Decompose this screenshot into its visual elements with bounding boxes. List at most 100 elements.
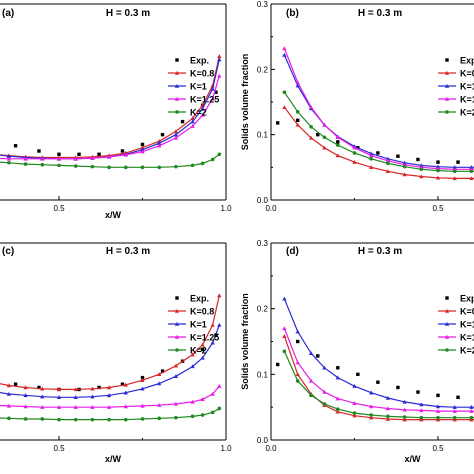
data-point [295, 110, 300, 114]
data-point [419, 402, 424, 407]
series-k-1 [0, 322, 222, 400]
data-point [190, 116, 195, 121]
data-point [123, 404, 128, 409]
data-point [369, 165, 374, 170]
data-point [40, 405, 45, 409]
legend-label: K=2 [460, 108, 474, 118]
data-point [6, 154, 12, 158]
legend-item: K=2 [438, 108, 474, 118]
data-point [214, 90, 218, 94]
data-point [385, 156, 391, 161]
x-tick-label: 1.0 [220, 204, 232, 213]
data-point [352, 383, 357, 388]
legend-marker [174, 96, 180, 101]
data-point [6, 383, 12, 388]
series-line [0, 153, 220, 168]
data-point [56, 395, 62, 400]
series-k-1-25 [282, 326, 474, 413]
legend-label: K=2 [190, 108, 207, 118]
legend-marker [175, 110, 179, 114]
data-point [335, 153, 340, 158]
panel-title: H = 0.3 m [358, 8, 402, 19]
data-point [322, 402, 327, 406]
data-point [296, 118, 300, 122]
data-point [419, 174, 424, 179]
data-point [402, 407, 407, 412]
data-point [40, 386, 45, 391]
data-point [107, 417, 111, 422]
data-point [73, 387, 78, 392]
data-point [23, 385, 28, 390]
data-point [435, 164, 441, 169]
data-point [157, 143, 162, 148]
x-tick-label: 0.0 [265, 444, 277, 453]
series-exp- [275, 339, 460, 400]
data-point [217, 57, 222, 62]
legend-label: K=1.25 [460, 95, 474, 105]
data-point [469, 165, 474, 170]
data-point [308, 378, 314, 383]
data-point [369, 151, 374, 156]
data-point [396, 385, 400, 390]
data-point [56, 387, 62, 392]
data-point [275, 362, 280, 367]
data-point [335, 375, 340, 380]
legend-item: K=1 [168, 320, 207, 330]
legend-item: K=1.25 [438, 95, 474, 105]
data-point [90, 405, 95, 409]
data-point [37, 149, 41, 153]
x-tick-label: 0.0 [265, 204, 277, 213]
data-point [282, 52, 287, 57]
data-point [210, 86, 215, 91]
data-point [335, 409, 340, 414]
data-point [200, 397, 205, 402]
legend-marker [445, 58, 449, 62]
data-point [356, 372, 360, 377]
data-point [210, 391, 215, 396]
data-point [157, 381, 162, 386]
panel-letter: (b) [286, 8, 299, 19]
legend-marker [174, 308, 180, 313]
data-point [174, 164, 178, 169]
data-point [173, 374, 179, 379]
data-point [6, 156, 12, 161]
data-point [335, 396, 340, 401]
data-point [106, 385, 112, 390]
data-point [452, 169, 457, 174]
data-point [385, 406, 391, 411]
data-point [190, 163, 195, 168]
data-point [352, 413, 357, 418]
data-point [210, 340, 215, 345]
series-k-0-8 [282, 334, 474, 422]
data-point [402, 172, 407, 177]
data-point [217, 54, 222, 58]
legend-marker [445, 110, 449, 114]
legend-marker [444, 321, 450, 326]
series-k-0-8 [0, 293, 222, 392]
data-point [385, 395, 391, 400]
panel-letter: (a) [2, 8, 14, 19]
x-tick-label: 0.5 [53, 444, 65, 453]
data-point [452, 405, 457, 409]
data-point [352, 151, 357, 155]
data-point [106, 405, 112, 409]
legend-marker [444, 308, 450, 313]
data-point [56, 405, 62, 409]
data-point [217, 73, 222, 78]
x-tick-label: 0.5 [53, 204, 65, 213]
data-point [352, 411, 357, 415]
data-point [402, 399, 407, 404]
data-point [217, 293, 222, 298]
data-point [436, 415, 440, 420]
data-point [210, 322, 215, 327]
series-k-2 [282, 90, 474, 174]
data-point [23, 417, 28, 421]
data-point [40, 417, 45, 421]
data-point [282, 334, 287, 338]
legend-label: K=0.8 [460, 69, 474, 79]
data-point [190, 119, 195, 124]
legend-marker [444, 83, 450, 88]
data-point [385, 416, 391, 421]
data-point [275, 121, 280, 125]
data-point [282, 90, 287, 94]
